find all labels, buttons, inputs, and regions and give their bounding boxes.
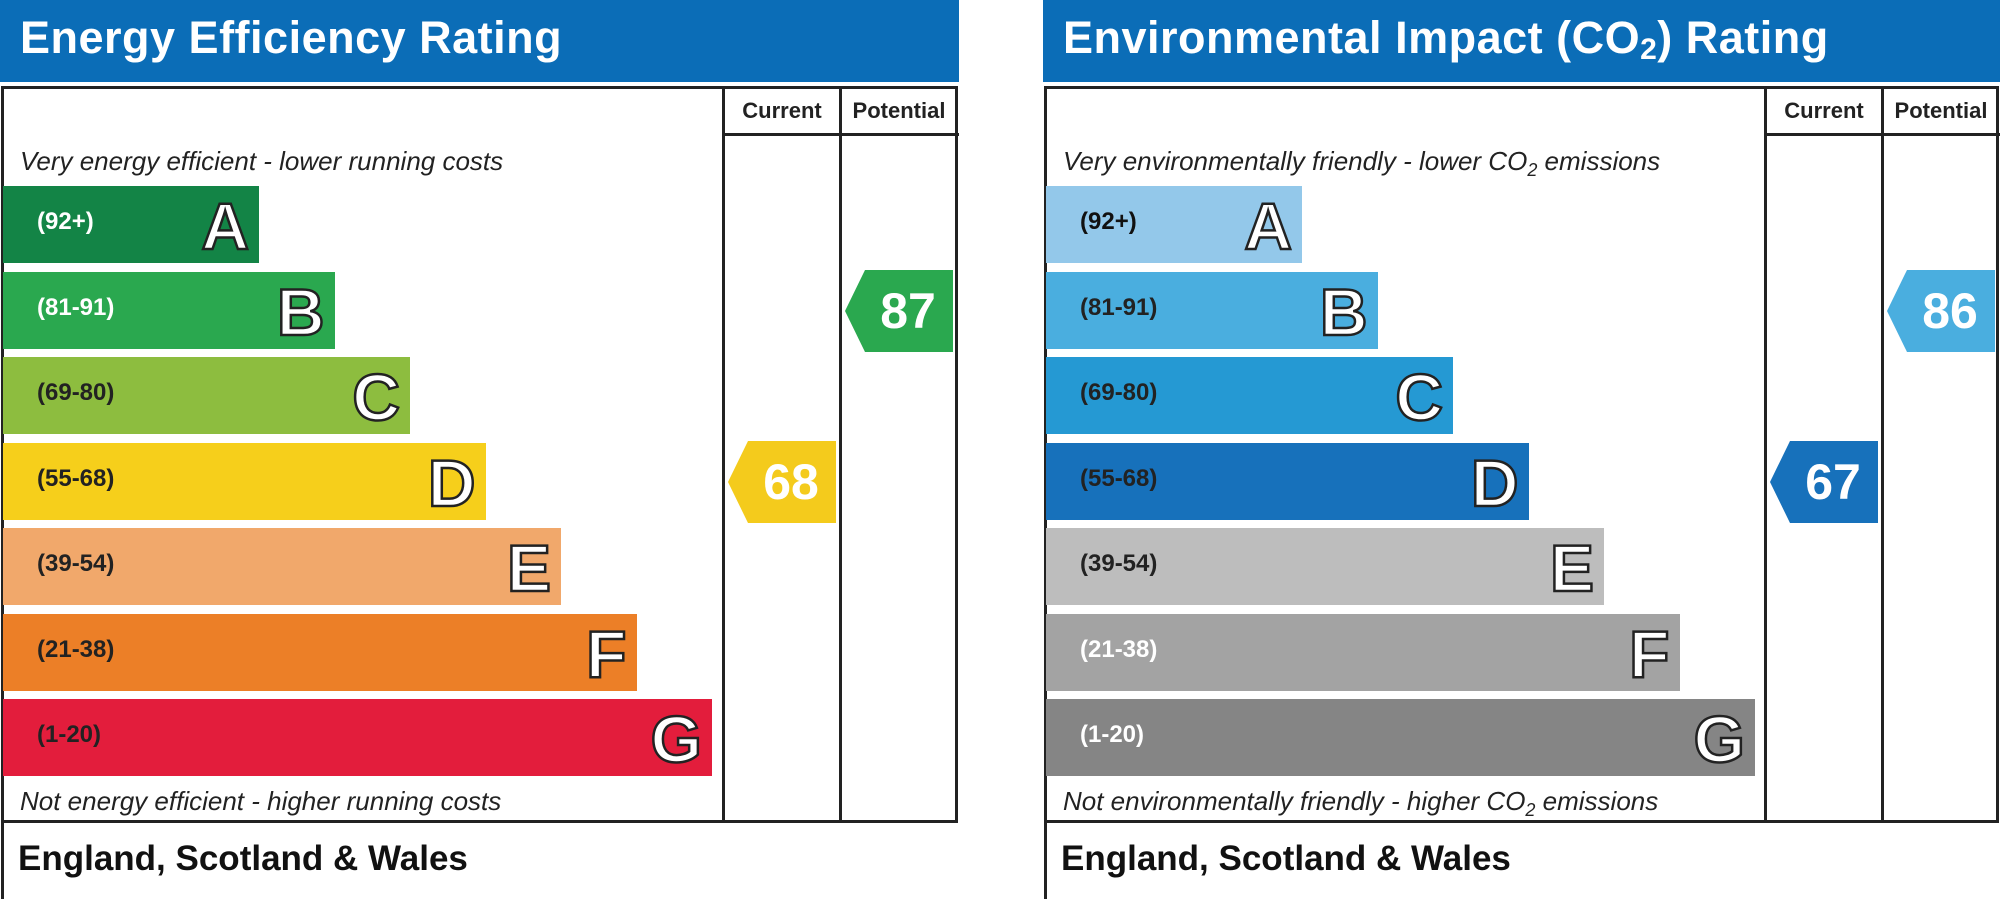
band-range-label: (1-20) — [37, 721, 102, 748]
potential-rating-marker: 86 — [1887, 269, 1995, 352]
band-letter: E — [1549, 530, 1596, 607]
band-range-label: (81-91) — [37, 293, 115, 321]
caption-top: Very energy efficient - lower running co… — [20, 146, 504, 176]
band-a: (92+) A — [3, 186, 259, 265]
caption-bottom: Not environmentally friendly - higher CO… — [1063, 786, 1659, 821]
column-divider — [1881, 86, 1884, 823]
column-header-current: Current — [742, 98, 822, 123]
current-rating-marker: 68 — [728, 440, 836, 523]
band-range-label: (39-54) — [37, 550, 115, 577]
caption-top: Very environmentally friendly - lower CO… — [1063, 146, 1661, 181]
band-b: (81-91) B — [1046, 271, 1378, 350]
band-range-label: (92+) — [1080, 208, 1137, 235]
band-range-label: (69-80) — [1080, 379, 1158, 406]
band-range-label: (1-20) — [1080, 721, 1145, 748]
band-range-label: (69-80) — [37, 379, 115, 406]
rating-arrow-shape — [845, 269, 953, 352]
rating-value: 68 — [763, 453, 819, 510]
chart-frame — [1044, 86, 1999, 823]
rating-arrow-shape — [1887, 269, 1995, 352]
band-letter: C — [1394, 359, 1444, 436]
band-letter: B — [1319, 273, 1369, 350]
band-letter: C — [351, 359, 401, 436]
rating-arrow — [728, 440, 836, 523]
band-c: (69-80) C — [1046, 357, 1453, 436]
footer-region: England, Scotland & Wales — [1061, 839, 1511, 878]
current-rating-marker: 67 — [1770, 440, 1878, 523]
chart-title-bar: Environmental Impact (CO2) Rating — [1043, 0, 2000, 82]
band-letter: E — [506, 530, 553, 607]
band-b: (81-91) B — [3, 271, 335, 350]
footer: England, Scotland & Wales — [1044, 823, 1729, 899]
rating-arrow-shape — [1770, 440, 1878, 523]
band-letter: A — [200, 188, 250, 265]
band-letter: F — [585, 615, 628, 692]
band-range-label: (55-68) — [1080, 464, 1158, 492]
band-letter: D — [427, 444, 477, 521]
footer-region: England, Scotland & Wales — [18, 839, 468, 878]
rating-arrow-shape — [728, 440, 836, 523]
band-letter: B — [276, 273, 326, 350]
band-letter: G — [1692, 701, 1746, 778]
band-e: (39-54) E — [3, 528, 561, 607]
footer: England, Scotland & Wales — [1, 823, 681, 899]
energy-efficiency-chart: Energy Efficiency Rating Current Potenti… — [0, 0, 959, 899]
band-g: (1-20) G — [3, 699, 712, 778]
column-divider — [722, 86, 725, 823]
chart-title: Energy Efficiency Rating — [20, 12, 563, 63]
band-range-label: (92+) — [37, 208, 94, 235]
rating-arrow — [845, 269, 953, 352]
chart-frame — [1, 86, 958, 823]
band-range-label: (21-38) — [1080, 635, 1158, 663]
column-divider — [1764, 86, 1767, 823]
band-f: (21-38) F — [1046, 613, 1680, 692]
rating-arrow — [1770, 440, 1878, 523]
band-g: (1-20) G — [1046, 699, 1755, 778]
rating-arrow — [1887, 269, 1995, 352]
potential-rating-marker: 87 — [845, 269, 953, 352]
band-a: (92+) A — [1046, 186, 1302, 265]
band-letter: A — [1243, 188, 1293, 265]
chart-title: Environmental Impact (CO2) Rating — [1063, 12, 1829, 66]
caption-bottom: Not energy efficient - higher running co… — [20, 786, 502, 816]
rating-value: 86 — [1922, 282, 1978, 339]
band-e: (39-54) E — [1046, 528, 1604, 607]
band-letter: D — [1470, 444, 1520, 521]
environmental-impact-chart: Environmental Impact (CO2) Rating Curren… — [1043, 0, 2000, 899]
column-header-divider — [722, 133, 959, 136]
band-range-label: (21-38) — [37, 635, 115, 663]
band-f: (21-38) F — [3, 613, 637, 692]
band-letter: F — [1628, 615, 1671, 692]
band-d: (55-68) D — [1046, 442, 1529, 521]
band-c: (69-80) C — [3, 357, 410, 436]
column-header-potential: Potential — [852, 98, 946, 123]
column-header-divider — [1764, 133, 2000, 136]
column-header-current: Current — [1784, 98, 1864, 123]
band-range-label: (81-91) — [1080, 293, 1158, 321]
band-d: (55-68) D — [3, 442, 486, 521]
column-divider — [839, 86, 842, 823]
band-range-label: (39-54) — [1080, 550, 1158, 577]
column-header-potential: Potential — [1894, 98, 1988, 123]
band-range-label: (55-68) — [37, 464, 115, 492]
rating-value: 87 — [880, 282, 936, 339]
band-letter: G — [649, 701, 703, 778]
chart-title-bar: Energy Efficiency Rating — [0, 0, 959, 82]
rating-value: 67 — [1805, 453, 1861, 510]
